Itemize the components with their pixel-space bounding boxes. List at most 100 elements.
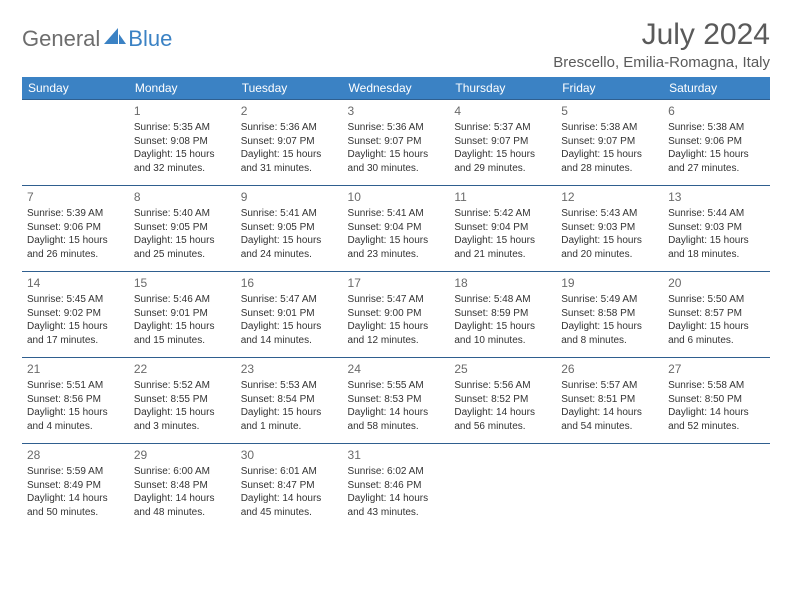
day-number: 11 xyxy=(454,189,551,205)
cell-sr: Sunrise: 5:38 AM xyxy=(561,121,658,135)
cell-d2: and 4 minutes. xyxy=(27,420,124,434)
cell-sr: Sunrise: 5:45 AM xyxy=(27,293,124,307)
cell-sr: Sunrise: 5:47 AM xyxy=(241,293,338,307)
cell-d1: Daylight: 15 hours xyxy=(134,320,231,334)
cell-sr: Sunrise: 5:48 AM xyxy=(454,293,551,307)
day-number: 14 xyxy=(27,275,124,291)
cell-d2: and 54 minutes. xyxy=(561,420,658,434)
day-number: 23 xyxy=(241,361,338,377)
calendar-cell: 9Sunrise: 5:41 AMSunset: 9:05 PMDaylight… xyxy=(236,186,343,272)
logo: General Blue xyxy=(22,18,172,52)
cell-d1: Daylight: 15 hours xyxy=(668,234,765,248)
cell-d2: and 20 minutes. xyxy=(561,248,658,262)
cell-ss: Sunset: 9:08 PM xyxy=(134,135,231,149)
cell-ss: Sunset: 8:47 PM xyxy=(241,479,338,493)
cell-sr: Sunrise: 5:53 AM xyxy=(241,379,338,393)
calendar-cell: 30Sunrise: 6:01 AMSunset: 8:47 PMDayligh… xyxy=(236,444,343,530)
cell-ss: Sunset: 9:01 PM xyxy=(134,307,231,321)
cell-sr: Sunrise: 5:43 AM xyxy=(561,207,658,221)
calendar-cell: 17Sunrise: 5:47 AMSunset: 9:00 PMDayligh… xyxy=(343,272,450,358)
cell-sr: Sunrise: 5:36 AM xyxy=(241,121,338,135)
weekday-header: Thursday xyxy=(449,77,556,100)
day-number: 5 xyxy=(561,103,658,119)
cell-d1: Daylight: 15 hours xyxy=(454,320,551,334)
cell-d2: and 52 minutes. xyxy=(668,420,765,434)
cell-d2: and 24 minutes. xyxy=(241,248,338,262)
calendar-row: 21Sunrise: 5:51 AMSunset: 8:56 PMDayligh… xyxy=(22,358,770,444)
logo-text-blue: Blue xyxy=(128,26,172,52)
cell-sr: Sunrise: 5:47 AM xyxy=(348,293,445,307)
cell-sr: Sunrise: 5:38 AM xyxy=(668,121,765,135)
day-number: 13 xyxy=(668,189,765,205)
calendar-cell: 13Sunrise: 5:44 AMSunset: 9:03 PMDayligh… xyxy=(663,186,770,272)
cell-ss: Sunset: 8:56 PM xyxy=(27,393,124,407)
cell-ss: Sunset: 9:03 PM xyxy=(668,221,765,235)
cell-ss: Sunset: 8:50 PM xyxy=(668,393,765,407)
cell-ss: Sunset: 8:54 PM xyxy=(241,393,338,407)
calendar-cell: 11Sunrise: 5:42 AMSunset: 9:04 PMDayligh… xyxy=(449,186,556,272)
cell-d1: Daylight: 14 hours xyxy=(454,406,551,420)
cell-d1: Daylight: 14 hours xyxy=(561,406,658,420)
cell-sr: Sunrise: 5:39 AM xyxy=(27,207,124,221)
cell-d2: and 25 minutes. xyxy=(134,248,231,262)
weekday-header: Saturday xyxy=(663,77,770,100)
day-number: 24 xyxy=(348,361,445,377)
calendar-cell: 5 Sunrise: 5:38 AMSunset: 9:07 PMDaylight… xyxy=(556,100,663,186)
cell-sr: Sunrise: 5:35 AM xyxy=(134,121,231,135)
calendar-row: 14Sunrise: 5:45 AMSunset: 9:02 PMDayligh… xyxy=(22,272,770,358)
day-number: 8 xyxy=(134,189,231,205)
cell-d1: Daylight: 15 hours xyxy=(668,320,765,334)
cell-d1: Daylight: 15 hours xyxy=(241,234,338,248)
cell-d1: Daylight: 15 hours xyxy=(241,320,338,334)
cell-d1: Daylight: 14 hours xyxy=(241,492,338,506)
cell-ss: Sunset: 9:07 PM xyxy=(454,135,551,149)
day-number: 29 xyxy=(134,447,231,463)
cell-d1: Daylight: 15 hours xyxy=(134,406,231,420)
cell-d1: Daylight: 14 hours xyxy=(348,492,445,506)
calendar-cell: 26Sunrise: 5:57 AMSunset: 8:51 PMDayligh… xyxy=(556,358,663,444)
cell-d2: and 28 minutes. xyxy=(561,162,658,176)
cell-ss: Sunset: 9:07 PM xyxy=(561,135,658,149)
cell-ss: Sunset: 9:05 PM xyxy=(134,221,231,235)
cell-d1: Daylight: 15 hours xyxy=(561,234,658,248)
location-text: Brescello, Emilia-Romagna, Italy xyxy=(553,54,770,71)
day-number: 4 xyxy=(454,103,551,119)
logo-text-general: General xyxy=(22,26,100,52)
calendar-cell: 21Sunrise: 5:51 AMSunset: 8:56 PMDayligh… xyxy=(22,358,129,444)
cell-d1: Daylight: 15 hours xyxy=(561,320,658,334)
cell-d2: and 48 minutes. xyxy=(134,506,231,520)
day-number: 21 xyxy=(27,361,124,377)
cell-d1: Daylight: 14 hours xyxy=(348,406,445,420)
cell-d2: and 23 minutes. xyxy=(348,248,445,262)
cell-ss: Sunset: 8:48 PM xyxy=(134,479,231,493)
calendar-cell: 18Sunrise: 5:48 AMSunset: 8:59 PMDayligh… xyxy=(449,272,556,358)
calendar-cell: 4Sunrise: 5:37 AMSunset: 9:07 PMDaylight… xyxy=(449,100,556,186)
cell-sr: Sunrise: 5:37 AM xyxy=(454,121,551,135)
calendar-body: 1Sunrise: 5:35 AMSunset: 9:08 PMDaylight… xyxy=(22,100,770,530)
cell-d1: Daylight: 15 hours xyxy=(241,148,338,162)
cell-d1: Daylight: 15 hours xyxy=(561,148,658,162)
cell-sr: Sunrise: 5:58 AM xyxy=(668,379,765,393)
cell-d2: and 18 minutes. xyxy=(668,248,765,262)
calendar-cell: 6Sunrise: 5:38 AMSunset: 9:06 PMDaylight… xyxy=(663,100,770,186)
cell-d2: and 32 minutes. xyxy=(134,162,231,176)
cell-sr: Sunrise: 6:00 AM xyxy=(134,465,231,479)
cell-d1: Daylight: 15 hours xyxy=(348,234,445,248)
cell-d1: Daylight: 15 hours xyxy=(134,148,231,162)
cell-d2: and 30 minutes. xyxy=(348,162,445,176)
calendar-cell: 8Sunrise: 5:40 AMSunset: 9:05 PMDaylight… xyxy=(129,186,236,272)
cell-ss: Sunset: 8:55 PM xyxy=(134,393,231,407)
day-number: 3 xyxy=(348,103,445,119)
weekday-header: Tuesday xyxy=(236,77,343,100)
cell-sr: Sunrise: 5:42 AM xyxy=(454,207,551,221)
day-number: 10 xyxy=(348,189,445,205)
calendar-cell: 15Sunrise: 5:46 AMSunset: 9:01 PMDayligh… xyxy=(129,272,236,358)
day-number: 9 xyxy=(241,189,338,205)
day-number: 25 xyxy=(454,361,551,377)
calendar-cell: 28Sunrise: 5:59 AMSunset: 8:49 PMDayligh… xyxy=(22,444,129,530)
cell-sr: Sunrise: 5:41 AM xyxy=(348,207,445,221)
calendar-cell: 22Sunrise: 5:52 AMSunset: 8:55 PMDayligh… xyxy=(129,358,236,444)
cell-sr: Sunrise: 5:57 AM xyxy=(561,379,658,393)
calendar-cell: 31Sunrise: 6:02 AMSunset: 8:46 PMDayligh… xyxy=(343,444,450,530)
cell-ss: Sunset: 9:04 PM xyxy=(454,221,551,235)
